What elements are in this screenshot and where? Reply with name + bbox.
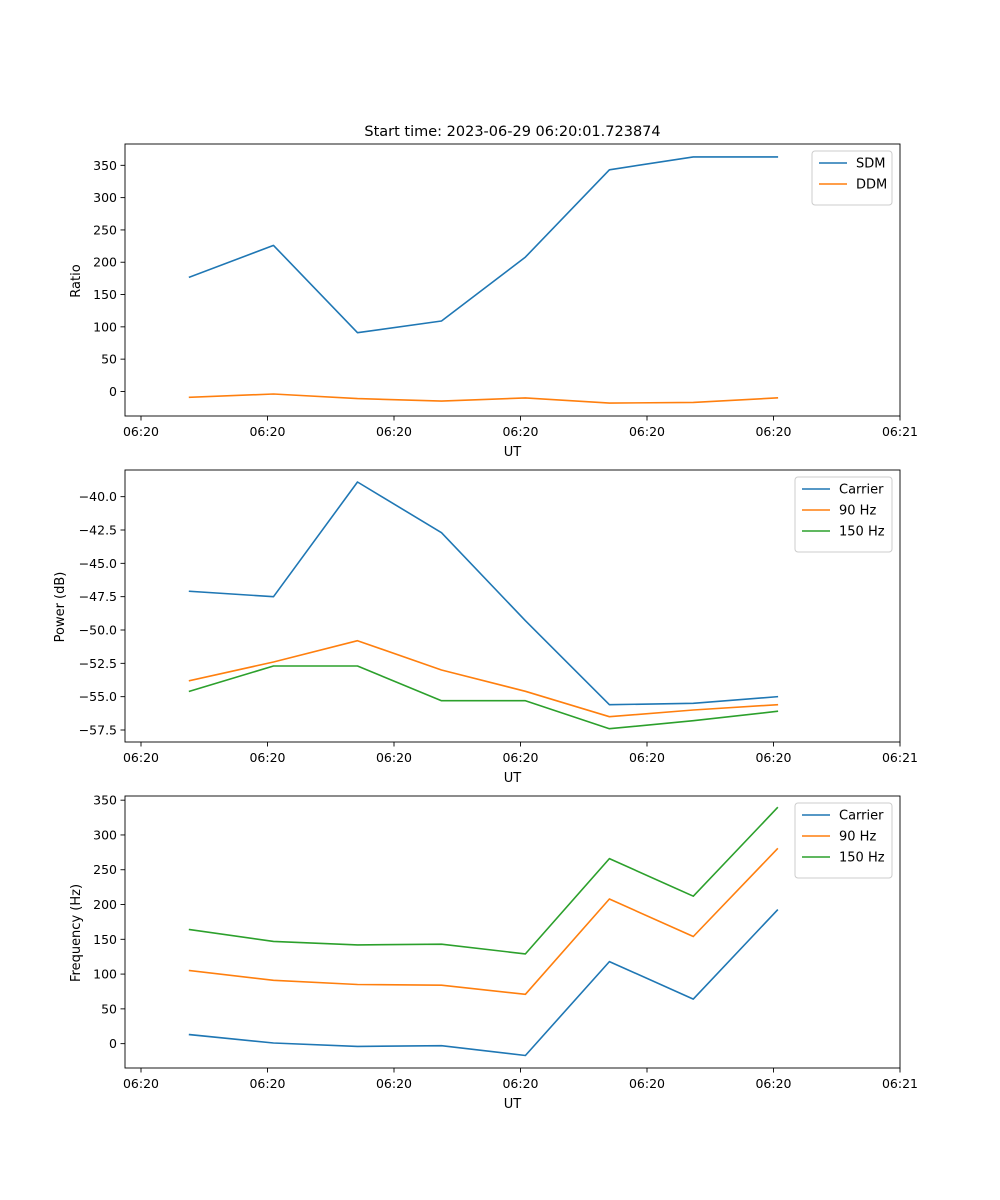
frequency-plot-area: 06:20 06:20 06:20 06:20 06:20 06:20 06:21 0 50 10… <box>93 793 918 1091</box>
y-tick-label: −55.0 <box>79 689 117 704</box>
power-plot-area: 06:20 06:20 06:20 06:20 06:20 06:20 06:21 −40.0… <box>79 469 918 765</box>
series-line-90-hz <box>188 847 779 996</box>
series-line-150-hz <box>188 665 779 730</box>
y-tick-label: 150 <box>93 932 117 947</box>
x-tick-label: 06:20 <box>755 1076 791 1091</box>
ratio-panel: Start time: 2023-06-29 06:20:01.723874 0… <box>69 124 918 460</box>
x-tick-label: 06:21 <box>882 424 918 439</box>
legend-label: 90 Hz <box>839 830 876 845</box>
legend-label: 150 Hz <box>839 851 885 866</box>
y-tick-label: −47.5 <box>79 589 117 604</box>
y-tick-label: −40.0 <box>79 489 117 504</box>
y-tick-label: 100 <box>93 319 117 334</box>
y-tick-label: 300 <box>93 190 117 205</box>
legend-label: 150 Hz <box>839 525 885 540</box>
x-tick-label: 06:20 <box>502 1076 538 1091</box>
x-tick-label: 06:20 <box>502 424 538 439</box>
x-tick-label: 06:21 <box>882 1076 918 1091</box>
y-axis-label: Power (dB) <box>53 572 68 643</box>
series-line-150-hz <box>188 806 779 955</box>
legend-label: DDM <box>856 178 887 193</box>
legend-box <box>794 802 893 879</box>
legend-box <box>794 476 893 553</box>
legend: Carrier 90 Hz 150 Hz <box>794 802 893 879</box>
axes-frame <box>124 469 901 743</box>
x-tick-label: 06:20 <box>249 424 285 439</box>
y-tick-label: 250 <box>93 862 117 877</box>
x-axis-label: UT <box>504 771 522 786</box>
y-tick-label: −45.0 <box>79 556 117 571</box>
series-line-90-hz <box>188 639 779 718</box>
y-tick-label: −50.0 <box>79 623 117 638</box>
x-tick-label: 06:20 <box>376 1076 412 1091</box>
y-tick-label: 50 <box>101 1001 117 1016</box>
x-tick-label: 06:20 <box>629 424 665 439</box>
x-tick-label: 06:20 <box>376 750 412 765</box>
y-tick-label: 200 <box>93 255 117 270</box>
y-tick-label: 100 <box>93 967 117 982</box>
legend-label: 90 Hz <box>839 504 876 519</box>
y-tick-label: 300 <box>93 827 117 842</box>
legend: Carrier 90 Hz 150 Hz <box>794 476 893 553</box>
x-tick-label: 06:20 <box>123 424 159 439</box>
y-tick-label: 0 <box>109 384 117 399</box>
power-panel: 06:20 06:20 06:20 06:20 06:20 06:20 06:21 −40.0… <box>53 469 918 786</box>
legend-label: SDM <box>856 157 885 172</box>
x-tick-label: 06:20 <box>755 424 791 439</box>
ratio-plot-area: 06:20 06:20 06:20 06:20 06:20 06:20 06:21 0 50 10… <box>93 143 918 439</box>
series-line-carrier <box>188 481 779 706</box>
x-tick-label: 06:20 <box>755 750 791 765</box>
y-tick-label: 0 <box>109 1036 117 1051</box>
y-axis-label: Frequency (Hz) <box>69 884 84 982</box>
axes-frame <box>124 795 901 1069</box>
y-tick-label: 200 <box>93 897 117 912</box>
y-tick-label: 350 <box>93 158 117 173</box>
x-tick-label: 06:20 <box>249 750 285 765</box>
y-tick-label: 50 <box>101 352 117 367</box>
x-tick-label: 06:21 <box>882 750 918 765</box>
axes-frame <box>124 143 901 417</box>
x-tick-label: 06:20 <box>123 750 159 765</box>
y-tick-label: −57.5 <box>79 723 117 738</box>
x-axis-label: UT <box>504 445 522 460</box>
legend: SDM DDM <box>811 150 893 206</box>
x-tick-label: 06:20 <box>502 750 538 765</box>
y-axis-label: Ratio <box>69 264 84 297</box>
series-line-ddm <box>188 393 779 404</box>
legend-label: Carrier <box>839 809 884 824</box>
x-tick-label: 06:20 <box>123 1076 159 1091</box>
x-tick-label: 06:20 <box>629 1076 665 1091</box>
y-tick-label: −52.5 <box>79 656 117 671</box>
series-line-sdm <box>188 156 779 334</box>
y-tick-label: 150 <box>93 287 117 302</box>
x-axis-label: UT <box>504 1097 522 1112</box>
y-tick-label: 350 <box>93 793 117 808</box>
legend-label: Carrier <box>839 483 884 498</box>
x-tick-label: 06:20 <box>376 424 412 439</box>
legend-box <box>811 150 893 206</box>
y-tick-label: −42.5 <box>79 523 117 538</box>
frequency-panel: 06:20 06:20 06:20 06:20 06:20 06:20 06:21 0 50 10… <box>69 793 918 1112</box>
series-line-carrier <box>188 908 779 1057</box>
x-tick-label: 06:20 <box>629 750 665 765</box>
chart-title: Start time: 2023-06-29 06:20:01.723874 <box>364 124 660 140</box>
y-tick-label: 250 <box>93 222 117 237</box>
x-tick-label: 06:20 <box>249 1076 285 1091</box>
